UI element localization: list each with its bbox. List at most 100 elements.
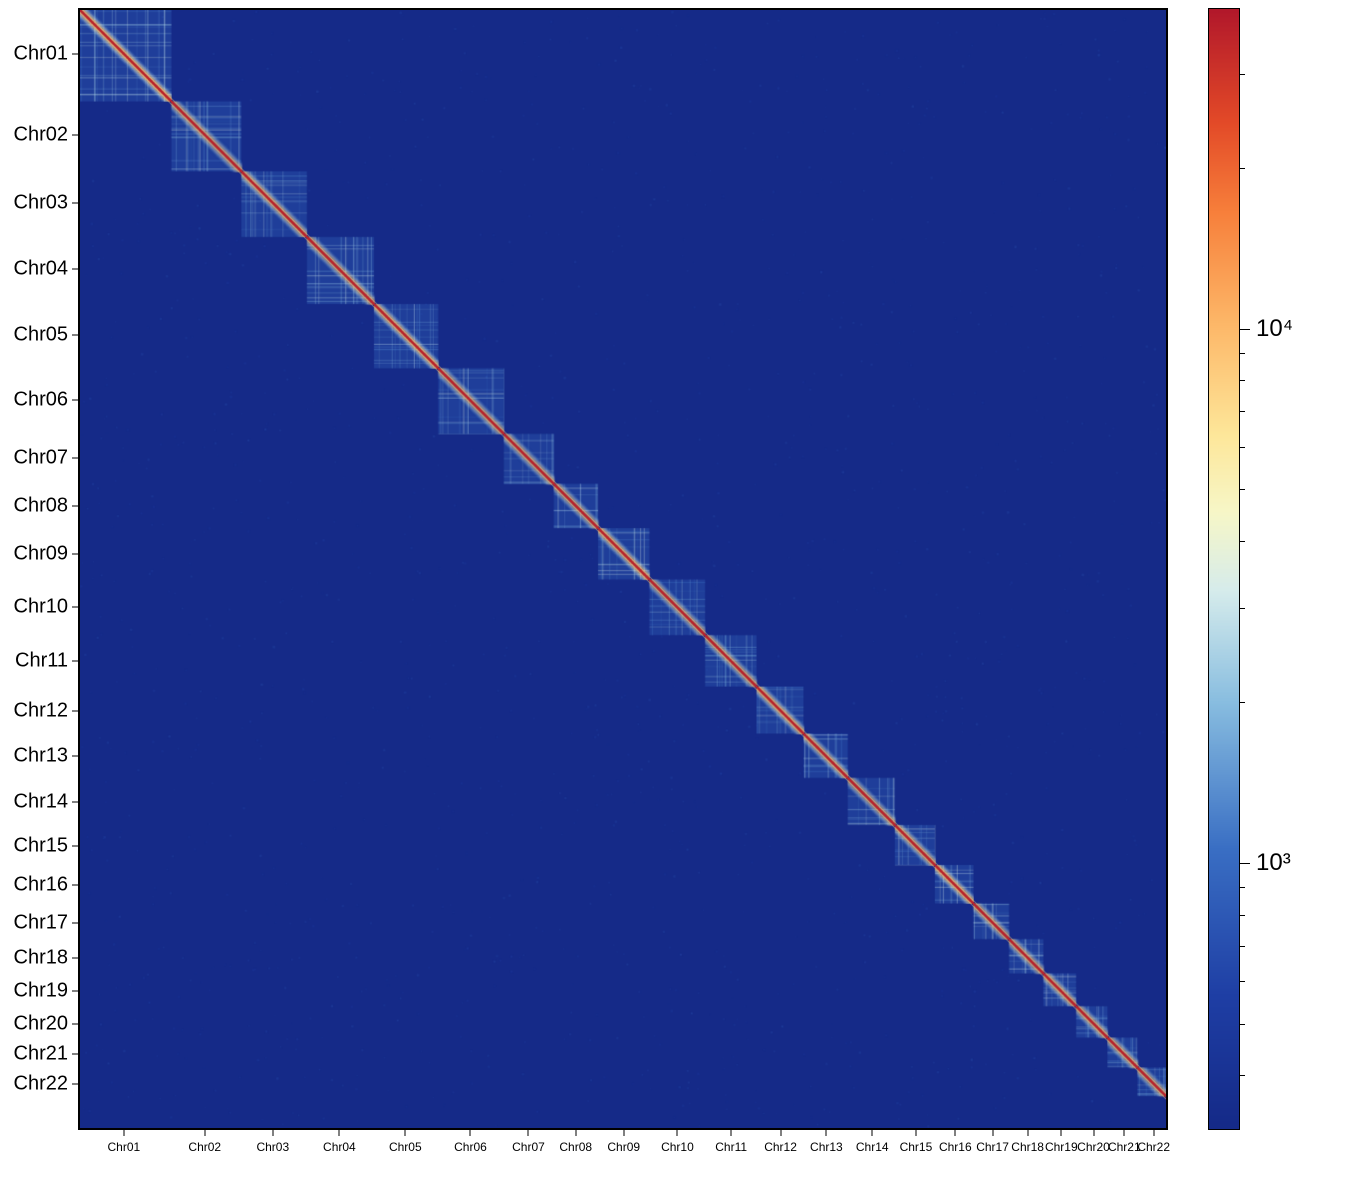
y-axis-label: Chr18 xyxy=(0,946,68,969)
colorbar-minor-tick xyxy=(1240,915,1245,916)
x-axis-label: Chr12 xyxy=(764,1140,797,1154)
colorbar-minor-tick xyxy=(1240,168,1245,169)
x-axis-tick xyxy=(677,1130,678,1136)
y-axis-label: Chr08 xyxy=(0,494,68,517)
y-axis-tick xyxy=(72,1054,78,1055)
x-axis-tick xyxy=(1061,1130,1062,1136)
colorbar-major-tick xyxy=(1240,863,1250,864)
figure-container: Chr01Chr01Chr02Chr02Chr03Chr03Chr04Chr04… xyxy=(0,0,1350,1178)
y-axis-tick xyxy=(72,756,78,757)
colorbar-minor-tick xyxy=(1240,74,1245,75)
colorbar-minor-tick xyxy=(1240,353,1245,354)
x-axis-tick xyxy=(123,1130,124,1136)
x-axis-tick xyxy=(731,1130,732,1136)
x-axis-label: Chr17 xyxy=(976,1140,1009,1154)
colorbar-minor-tick xyxy=(1240,380,1245,381)
x-axis-tick xyxy=(915,1130,916,1136)
x-axis-tick xyxy=(1153,1130,1154,1136)
y-axis-label: Chr10 xyxy=(0,596,68,619)
x-axis-label: Chr05 xyxy=(389,1140,422,1154)
y-axis-label: Chr03 xyxy=(0,191,68,214)
y-axis-tick xyxy=(72,1023,78,1024)
y-axis-tick xyxy=(72,885,78,886)
colorbar-minor-tick xyxy=(1240,1024,1245,1025)
x-axis-tick xyxy=(272,1130,273,1136)
y-axis-label: Chr11 xyxy=(0,650,68,673)
y-axis-tick xyxy=(72,202,78,203)
y-axis-tick xyxy=(72,845,78,846)
x-axis-label: Chr15 xyxy=(900,1140,933,1154)
y-axis-tick xyxy=(72,505,78,506)
x-axis-label: Chr09 xyxy=(607,1140,640,1154)
y-axis-tick xyxy=(72,134,78,135)
y-axis-label: Chr21 xyxy=(0,1043,68,1066)
x-axis-tick xyxy=(405,1130,406,1136)
colorbar-minor-tick xyxy=(1240,411,1245,412)
x-axis-tick xyxy=(992,1130,993,1136)
y-axis-tick xyxy=(72,458,78,459)
y-axis-tick xyxy=(72,553,78,554)
y-axis-label: Chr04 xyxy=(0,258,68,281)
x-axis-label: Chr19 xyxy=(1045,1140,1078,1154)
y-axis-label: Chr05 xyxy=(0,324,68,347)
colorbar-tick-label: 10⁴ xyxy=(1256,315,1293,343)
x-axis-tick xyxy=(1124,1130,1125,1136)
colorbar-minor-tick xyxy=(1240,981,1245,982)
colorbar xyxy=(1208,8,1240,1130)
y-axis-tick xyxy=(72,710,78,711)
x-axis-tick xyxy=(780,1130,781,1136)
y-axis-tick xyxy=(72,269,78,270)
y-axis-label: Chr13 xyxy=(0,745,68,768)
y-axis-label: Chr09 xyxy=(0,542,68,565)
colorbar-minor-tick xyxy=(1240,541,1245,542)
x-axis-tick xyxy=(872,1130,873,1136)
x-axis-label: Chr04 xyxy=(323,1140,356,1154)
x-axis-label: Chr16 xyxy=(939,1140,972,1154)
y-axis-tick xyxy=(72,922,78,923)
y-axis-label: Chr06 xyxy=(0,389,68,412)
x-axis-label: Chr22 xyxy=(1137,1140,1170,1154)
y-axis-label: Chr07 xyxy=(0,447,68,470)
y-axis-label: Chr14 xyxy=(0,791,68,814)
y-axis-tick xyxy=(72,335,78,336)
x-axis-label: Chr10 xyxy=(661,1140,694,1154)
colorbar-minor-tick xyxy=(1240,887,1245,888)
y-axis-label: Chr20 xyxy=(0,1012,68,1035)
y-axis-label: Chr22 xyxy=(0,1072,68,1095)
colorbar-minor-tick xyxy=(1240,608,1245,609)
y-axis-label: Chr01 xyxy=(0,42,68,65)
x-axis-label: Chr03 xyxy=(256,1140,289,1154)
colorbar-minor-tick xyxy=(1240,1075,1245,1076)
hic-heatmap xyxy=(78,8,1168,1130)
y-axis-tick xyxy=(72,400,78,401)
x-axis-tick xyxy=(528,1130,529,1136)
y-axis-tick xyxy=(72,53,78,54)
x-axis-tick xyxy=(955,1130,956,1136)
y-axis-tick xyxy=(72,661,78,662)
x-axis-label: Chr08 xyxy=(559,1140,592,1154)
x-axis-label: Chr06 xyxy=(454,1140,487,1154)
x-axis-label: Chr18 xyxy=(1011,1140,1044,1154)
y-axis-label: Chr17 xyxy=(0,911,68,934)
x-axis-tick xyxy=(826,1130,827,1136)
y-axis-label: Chr19 xyxy=(0,980,68,1003)
colorbar-minor-tick xyxy=(1240,447,1245,448)
colorbar-minor-tick xyxy=(1240,702,1245,703)
x-axis-tick xyxy=(1027,1130,1028,1136)
x-axis-tick xyxy=(575,1130,576,1136)
x-axis-tick xyxy=(339,1130,340,1136)
x-axis-label: Chr14 xyxy=(856,1140,889,1154)
y-axis-label: Chr02 xyxy=(0,123,68,146)
y-axis-tick xyxy=(72,991,78,992)
y-axis-tick xyxy=(72,802,78,803)
x-axis-label: Chr07 xyxy=(512,1140,545,1154)
x-axis-label: Chr02 xyxy=(188,1140,221,1154)
y-axis-label: Chr15 xyxy=(0,834,68,857)
y-axis-label: Chr12 xyxy=(0,699,68,722)
x-axis-label: Chr13 xyxy=(810,1140,843,1154)
x-axis-tick xyxy=(204,1130,205,1136)
colorbar-minor-tick xyxy=(1240,946,1245,947)
y-axis-tick xyxy=(72,1083,78,1084)
y-axis-label: Chr16 xyxy=(0,874,68,897)
y-axis-tick xyxy=(72,957,78,958)
